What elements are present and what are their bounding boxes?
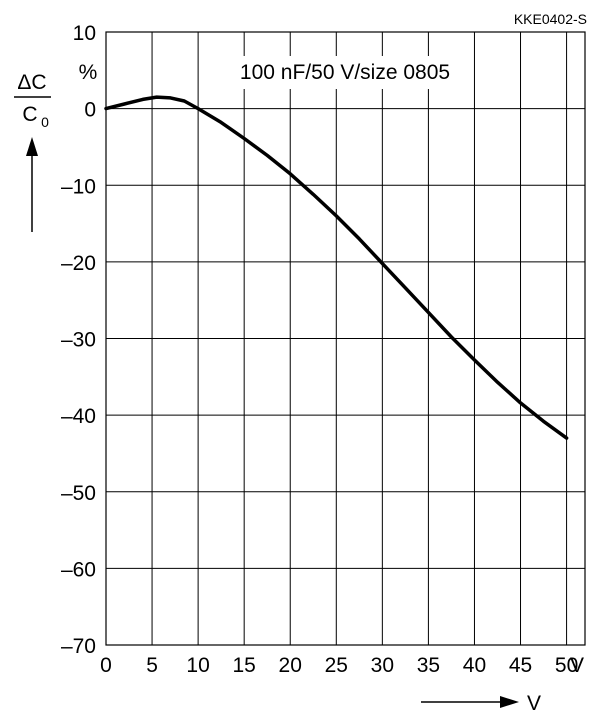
plot-frame bbox=[105, 31, 586, 646]
y-tick-label: 10 bbox=[73, 22, 96, 45]
x-unit-label: V bbox=[570, 654, 584, 677]
x-tick-label: 5 bbox=[146, 654, 158, 677]
y-tick-label: –60 bbox=[61, 558, 96, 581]
x-tick-label: 50 bbox=[555, 654, 578, 677]
x-arrow-label: V bbox=[527, 692, 541, 713]
y-tick-label: –10 bbox=[61, 175, 96, 198]
y-tick-label: –70 bbox=[61, 635, 96, 658]
x-tick-label: 40 bbox=[463, 654, 486, 677]
annotation-background bbox=[229, 56, 461, 89]
y-axis-arrow-head-icon bbox=[26, 137, 38, 156]
y-label-numerator: ΔC bbox=[17, 71, 46, 94]
x-tick-label: 10 bbox=[186, 654, 209, 677]
y-tick-label: –20 bbox=[61, 252, 96, 275]
y-unit-label: % bbox=[79, 61, 98, 84]
y-tick-label: –50 bbox=[61, 482, 96, 505]
annotation-label: 100 nF/50 V/size 0805 bbox=[240, 61, 450, 84]
y-tick-label: –40 bbox=[61, 405, 96, 428]
x-tick-label: 45 bbox=[509, 654, 532, 677]
grid bbox=[105, 31, 585, 646]
x-tick-label: 20 bbox=[279, 654, 302, 677]
x-tick-label: 35 bbox=[417, 654, 440, 677]
x-tick-label: 0 bbox=[100, 654, 112, 677]
x-tick-label: 25 bbox=[325, 654, 348, 677]
x-tick-label: 15 bbox=[232, 654, 255, 677]
y-label-denominator: C bbox=[22, 103, 37, 126]
y-tick-labels: 10 0 –10 –20 –30 –40 –50 –60 –70 bbox=[61, 22, 96, 658]
y-tick-label: –30 bbox=[61, 329, 96, 352]
x-axis-arrow-head-icon bbox=[500, 696, 519, 708]
x-tick-label: 30 bbox=[371, 654, 394, 677]
series-line bbox=[104, 95, 569, 440]
y-tick-label: 0 bbox=[84, 99, 96, 122]
x-tick-labels: 0 5 10 15 20 25 30 35 40 45 50 bbox=[100, 654, 578, 677]
y-label-subscript: 0 bbox=[41, 114, 49, 130]
figure-id: KKE0402-S bbox=[514, 11, 587, 27]
